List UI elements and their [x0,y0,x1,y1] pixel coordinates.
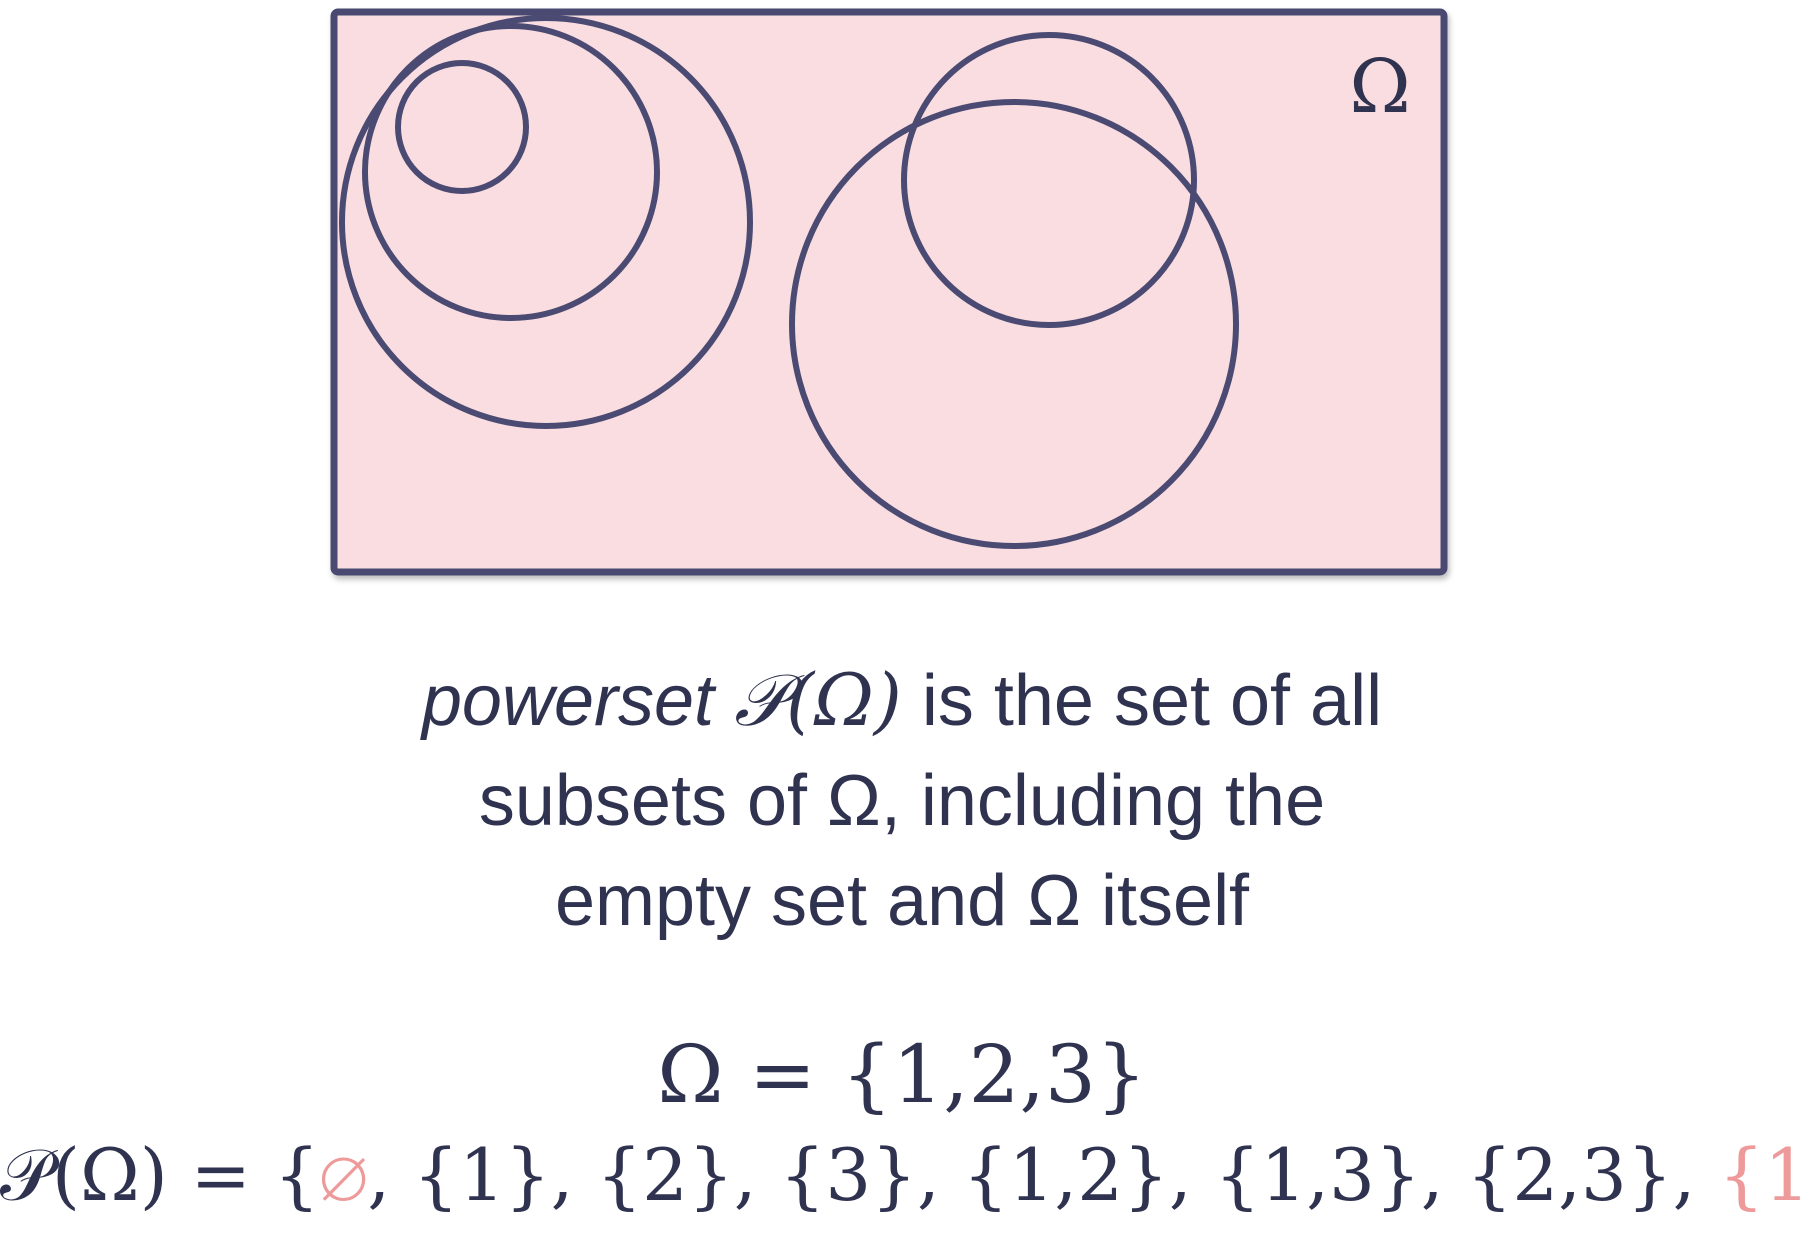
powerset-lhs: 𝒫(Ω) = { [0,1133,320,1217]
subset-circle-large-left [339,15,753,429]
powerset-term: powerset [421,661,715,741]
powerset-symbol: 𝒫(Ω) [734,658,902,742]
definition-line-1-rest: is the set of all [901,661,1383,741]
subset-circle-medium-left [362,23,660,321]
definition-line-3: empty set and Ω itself [554,861,1250,941]
venn-diagram: Ω [330,8,1448,576]
definition-line-1: powerset 𝒫(Ω) is the set of all [0,650,1804,751]
universe-label: Ω [1349,44,1410,130]
full-set-element: {1,2,3} [1718,1133,1804,1217]
universe-rectangle [330,8,1448,576]
subset-circle-small-left [395,60,529,194]
subset-circle-large-right [789,99,1239,549]
empty-set-element: ∅ [319,1133,368,1217]
omega-equation: Ω = {1,2,3} [657,1028,1147,1121]
subset-circle-upper-right [901,32,1197,328]
powerset-equation: 𝒫(Ω) = {∅, {1}, {2}, {3}, {1,2}, {1,3}, … [0,1125,1804,1225]
definition-line-2: subsets of Ω, including the [478,761,1326,841]
powerset-definition: powerset 𝒫(Ω) is the set of all subsets … [0,650,1804,951]
middle-elements: , {1}, {2}, {3}, {1,2}, {1,3}, {2,3}, [367,1133,1719,1217]
